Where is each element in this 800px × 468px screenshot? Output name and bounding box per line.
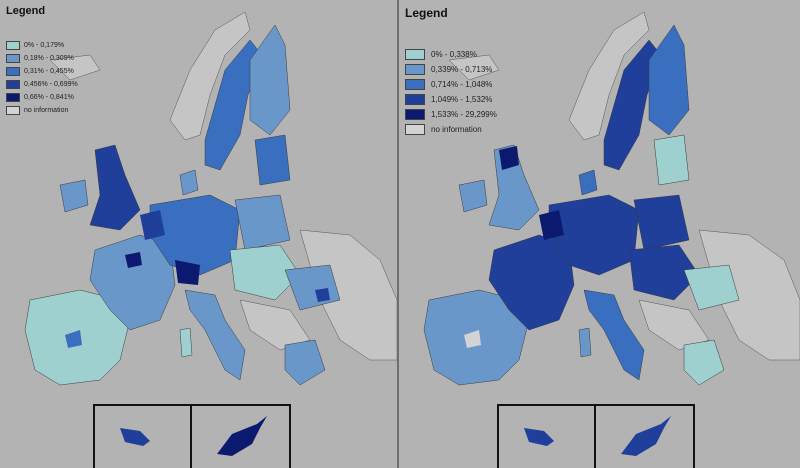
legend-label: 0% - 0,179% (24, 42, 65, 49)
malta-inset (93, 404, 194, 468)
iceland-region (49, 54, 101, 81)
legend-swatch-icon (6, 106, 20, 115)
legend-item-3: 0,714% - 1,048% (405, 78, 497, 91)
central-europe-region (628, 244, 700, 301)
legend: 0% - 0,179% 0,18% - 0,309% 0,31% - 0,455… (6, 40, 78, 118)
scotland-region (499, 146, 519, 170)
legend-title: Legend (6, 5, 46, 17)
legend-label: no information (431, 125, 482, 134)
madrid-region (464, 330, 481, 348)
eastern-europe-region (299, 229, 397, 361)
legend-swatch-icon (6, 41, 20, 50)
legend-swatch-icon (405, 49, 425, 60)
baltic-region (254, 134, 291, 186)
legend-label: 1,533% - 29,299% (431, 110, 497, 119)
cyprus-shape-icon (621, 416, 671, 456)
legend-swatch-icon (405, 109, 425, 120)
legend-label: 0,339% - 0,713% (431, 65, 493, 74)
legend-label: no information (24, 107, 69, 114)
eastern-europe-region (698, 229, 800, 361)
legend-item-4: 0,456% - 0,699% (6, 79, 78, 90)
benelux-region (140, 210, 165, 240)
legend-item-3: 0,31% - 0,455% (6, 66, 78, 77)
sardinia-region (578, 327, 592, 358)
legend-item-2: 0,339% - 0,713% (405, 63, 497, 76)
italy-region (184, 289, 246, 381)
legend-label: 0% - 0,338% (431, 50, 477, 59)
legend-swatch-icon (6, 67, 20, 76)
cyprus-shape-icon (217, 416, 267, 456)
left-map-svg (24, 11, 397, 386)
romania-region (683, 264, 740, 311)
cyprus-inset (190, 404, 291, 468)
malta-shape-icon (524, 428, 554, 446)
central-europe-region (229, 244, 301, 301)
norway-region (568, 11, 650, 141)
norway-region (169, 11, 251, 141)
madrid-region (65, 330, 82, 348)
bucharest-region (315, 288, 330, 302)
malta-inset (497, 404, 598, 468)
legend-swatch-icon (405, 124, 425, 135)
ireland-region (458, 179, 488, 213)
legend-item-6: no information (405, 123, 497, 136)
legend-item-5: 0,66% - 0,841% (6, 92, 78, 103)
sweden-region (603, 39, 662, 171)
legend-label: 0,714% - 1,048% (431, 80, 493, 89)
iceland-region (448, 54, 500, 81)
germany-region (548, 194, 640, 276)
legend-label: 0,456% - 0,699% (24, 81, 78, 88)
legend-title: Legend (405, 6, 448, 20)
finland-region (249, 24, 291, 136)
legend-swatch-icon (405, 64, 425, 75)
legend-swatch-icon (405, 94, 425, 105)
legend-item-5: 1,533% - 29,299% (405, 108, 497, 121)
legend-label: 0,31% - 0,455% (24, 68, 74, 75)
right-map-panel: Legend 0% - 0,338% 0,339% - 0,713% 0,714… (399, 0, 800, 468)
legend-item-4: 1,049% - 1,532% (405, 93, 497, 106)
left-map-panel: Legend 0% - 0,179% 0,18% - 0,309% 0,31% … (0, 0, 397, 468)
legend-swatch-icon (6, 93, 20, 102)
baltic-region (653, 134, 690, 186)
legend-item-1: 0% - 0,338% (405, 48, 497, 61)
legend-label: 0,66% - 0,841% (24, 94, 74, 101)
legend-swatch-icon (6, 54, 20, 63)
malta-shape-icon (120, 428, 150, 446)
legend-swatch-icon (405, 79, 425, 90)
south-germany-region (175, 260, 200, 285)
legend-label: 0,18% - 0,309% (24, 55, 74, 62)
germany-region (149, 194, 241, 276)
greece-region (683, 339, 725, 386)
denmark-region (179, 169, 199, 196)
panel-divider (397, 0, 399, 468)
denmark-region (578, 169, 598, 196)
poland-region (234, 194, 291, 251)
paris-region (125, 252, 142, 268)
cyprus-inset (594, 404, 695, 468)
poland-region (633, 194, 690, 251)
uk-region (89, 144, 141, 231)
sweden-region (204, 39, 263, 171)
legend-item-1: 0% - 0,179% (6, 40, 78, 51)
right-map-svg (423, 11, 800, 386)
legend-item-2: 0,18% - 0,309% (6, 53, 78, 64)
greece-region (284, 339, 326, 386)
legend-item-6: no information (6, 105, 78, 116)
italy-region (583, 289, 645, 381)
ireland-region (59, 179, 89, 213)
legend: 0% - 0,338% 0,339% - 0,713% 0,714% - 1,0… (405, 48, 497, 138)
legend-swatch-icon (6, 80, 20, 89)
finland-region (648, 24, 690, 136)
legend-label: 1,049% - 1,532% (431, 95, 493, 104)
sardinia-region (179, 327, 193, 358)
benelux-region (539, 210, 564, 240)
